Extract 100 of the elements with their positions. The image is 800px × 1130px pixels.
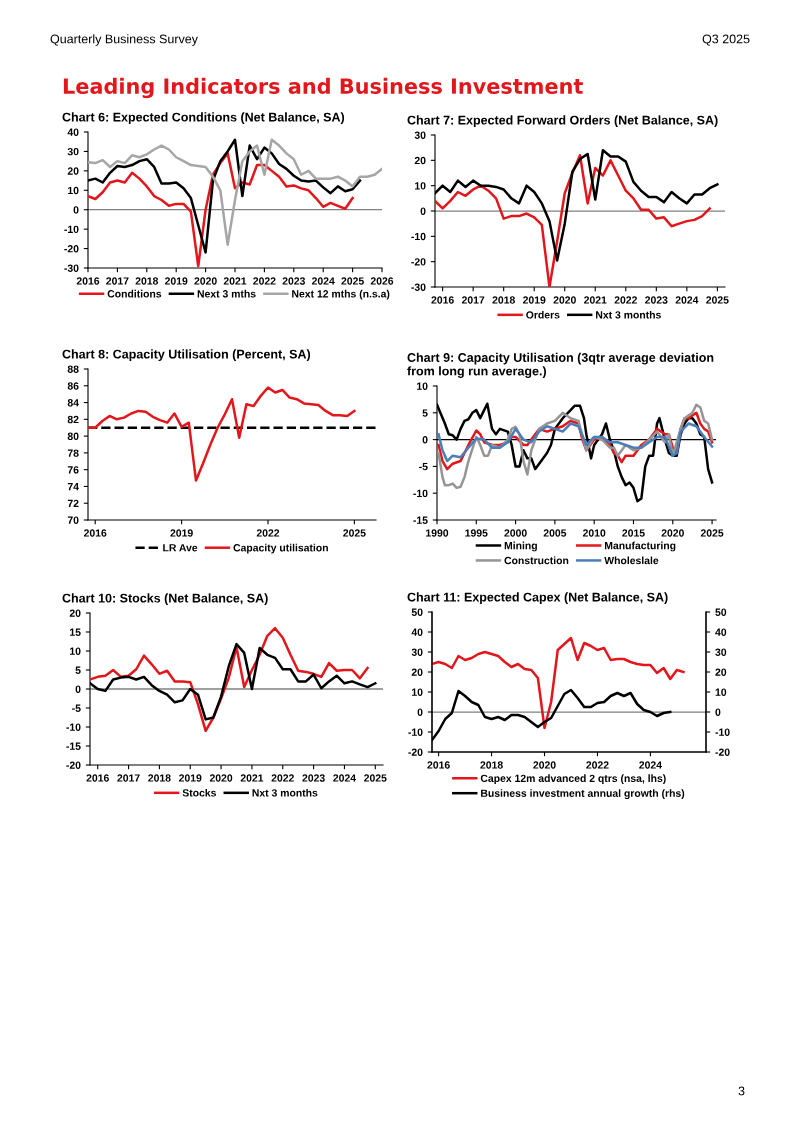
y-tick-label: 86	[67, 382, 79, 390]
chart-title: Chart 10: Stocks (Net Balance, SA)	[62, 593, 268, 605]
x-tick-label: 1990	[426, 529, 449, 537]
x-tick-label: 2022	[271, 774, 294, 782]
chart-title: Chart 11: Expected Capex (Net Balance, SA)	[407, 592, 668, 604]
y-tick-label: 10	[412, 688, 423, 696]
x-tick-label: 2020	[209, 774, 233, 782]
legend-label: LR Ave	[163, 544, 198, 552]
x-tick-label: 2019	[522, 296, 546, 304]
x-tick-label: 2022	[614, 296, 637, 304]
x-tick-label: 2025	[700, 529, 724, 537]
x-tick-label: 2020	[661, 529, 684, 537]
y-tick-label: 82	[67, 415, 79, 424]
x-tick-label: 2023	[282, 277, 306, 285]
x-tick-label: 2018	[480, 761, 503, 769]
y-tick-label: 20	[414, 156, 426, 165]
x-tick-label: 1995	[465, 529, 488, 537]
legend-label: Business investment annual growth (rhs)	[481, 789, 685, 800]
x-tick-label: 2022	[256, 529, 280, 537]
legend-label: Capacity utilisation	[233, 543, 328, 554]
x-tick-label: 2024	[333, 774, 356, 782]
x-tick-label: 2025	[364, 774, 387, 782]
y-tick-label: 20	[69, 609, 81, 617]
y-tick-label: 80	[67, 432, 79, 440]
x-tick-label: 2022	[253, 277, 276, 285]
y-tick-label: -5	[419, 463, 428, 471]
y-tick-label: -30	[64, 264, 79, 272]
y-tick-label: 88	[67, 365, 79, 373]
y-tick-label: -10	[66, 723, 81, 731]
y-tick-label: 30	[67, 147, 79, 156]
y-tick-label: 20	[67, 167, 79, 175]
x-tick-label: 2019	[170, 529, 193, 537]
y-tick-label: 84	[67, 399, 79, 407]
x-tick-label: 2023	[645, 296, 668, 304]
y2-tick-label: 30	[715, 648, 727, 656]
x-tick-label: 2010	[582, 529, 606, 537]
legend-label: Next 3 mths	[197, 289, 256, 298]
legend-label: Mining	[504, 541, 537, 552]
x-tick-label: 2018	[135, 277, 159, 285]
y-tick-label: 50	[411, 608, 423, 616]
legend-label: Nxt 3 months	[252, 788, 318, 797]
x-tick-label: 2016	[86, 774, 109, 782]
x-tick-label: 2019	[179, 774, 202, 782]
x-tick-label: 2000	[504, 529, 527, 537]
y-tick-label: 10	[70, 647, 81, 655]
y2-tick-label: -10	[715, 728, 730, 736]
x-tick-label: 2016	[83, 529, 107, 537]
y-tick-label: 0	[422, 436, 428, 444]
x-tick-label: 2021	[584, 296, 607, 304]
y-tick-label: -15	[413, 516, 428, 524]
x-tick-label: 2025	[343, 529, 366, 537]
x-tick-label: 2025	[341, 277, 364, 285]
y-tick-label: 70	[67, 516, 79, 524]
legend-label: Conditions	[107, 289, 162, 298]
y-tick-label: 74	[67, 483, 79, 491]
y-tick-label: 78	[67, 449, 79, 457]
y2-tick-label: -20	[715, 748, 730, 756]
x-tick-label: 2017	[117, 774, 140, 782]
y-tick-label: -5	[72, 704, 81, 712]
legend-label: Manufacturing	[604, 541, 676, 552]
x-tick-label: 2016	[431, 296, 454, 304]
y-tick-label: 30	[414, 131, 426, 139]
y-tick-label: 0	[420, 207, 426, 215]
text: 3	[738, 1086, 745, 1096]
x-tick-label: 2020	[533, 761, 556, 769]
y-tick-label: 0	[417, 708, 423, 716]
y-tick-label: 76	[67, 466, 79, 474]
y-tick-label: -20	[411, 258, 426, 266]
y-tick-label: -15	[66, 742, 81, 750]
y-tick-label: -20	[64, 245, 79, 253]
legend-label: Stocks	[182, 788, 216, 797]
x-tick-label: 2018	[148, 774, 171, 782]
x-tick-label: 2020	[194, 277, 217, 285]
y-tick-label: -10	[413, 489, 428, 498]
x-tick-label: 2023	[302, 774, 325, 782]
y2-tick-label: 20	[715, 668, 727, 676]
y-tick-label: 72	[67, 499, 79, 507]
y-tick-label: -20	[66, 761, 81, 769]
y-tick-label: 40	[411, 628, 423, 636]
text: Q3 2025	[702, 34, 750, 46]
legend-label: Nxt 3 months	[596, 310, 661, 319]
x-tick-label: 2024	[675, 296, 699, 304]
x-tick-label: 2025	[706, 296, 729, 304]
y-tick-label: 10	[417, 382, 428, 390]
y2-tick-label: 10	[715, 688, 727, 696]
x-tick-label: 2017	[461, 296, 485, 304]
y2-tick-label: 0	[715, 708, 721, 716]
x-tick-label: 2017	[106, 277, 129, 285]
legend-label: Construction	[504, 556, 569, 565]
y-tick-label: 30	[411, 648, 423, 656]
x-tick-label: 2026	[370, 277, 394, 285]
y-tick-label: -10	[408, 728, 423, 736]
x-tick-label: 2021	[240, 774, 264, 782]
chart-title: Chart 7: Expected Forward Orders (Net Balance, SA)	[407, 115, 718, 127]
y-tick-label: 10	[68, 186, 79, 195]
x-tick-label: 2018	[492, 296, 515, 304]
x-tick-label: 2022	[586, 761, 609, 769]
y-tick-label: 5	[75, 666, 81, 674]
y-tick-label: -30	[411, 283, 426, 291]
y-tick-label: 0	[73, 206, 79, 214]
